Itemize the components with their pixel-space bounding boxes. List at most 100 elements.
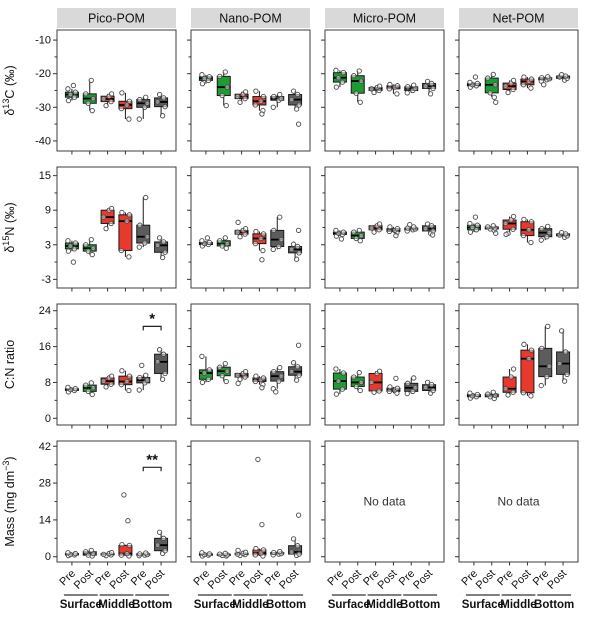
data-point xyxy=(358,379,364,386)
data-point xyxy=(162,103,168,110)
box-middle-pre xyxy=(502,77,517,96)
panel-frame xyxy=(324,303,445,426)
panel-frame xyxy=(458,29,579,152)
data-point xyxy=(521,341,527,347)
box-middle-post xyxy=(118,90,133,122)
data-point xyxy=(288,246,295,253)
panel-net-pom-row4: No dataPrePostPrePostPrePostSurfaceMiddl… xyxy=(455,440,579,611)
data-point xyxy=(204,235,211,241)
data-point xyxy=(544,373,550,380)
data-point xyxy=(338,236,345,242)
data-point xyxy=(339,386,346,392)
data-point xyxy=(252,552,259,558)
data-point xyxy=(237,234,243,240)
y-tick-label: 15 xyxy=(39,170,51,182)
data-point xyxy=(371,89,377,96)
significance-bracket xyxy=(142,325,162,331)
data-point xyxy=(528,239,534,246)
data-point xyxy=(160,351,167,357)
data-point xyxy=(124,550,130,557)
data-point xyxy=(260,231,267,237)
data-point xyxy=(199,238,205,244)
data-point xyxy=(156,529,163,535)
data-point xyxy=(528,219,535,225)
data-point xyxy=(358,78,364,84)
data-point xyxy=(219,92,225,99)
data-point xyxy=(103,226,109,232)
data-point xyxy=(85,388,91,395)
panel-frame xyxy=(458,440,579,563)
y-tick-label: 14 xyxy=(39,514,51,526)
data-point xyxy=(376,227,382,233)
x-group-label: Bottom xyxy=(400,599,440,611)
box-surface-post xyxy=(82,236,97,258)
data-point xyxy=(144,377,150,383)
data-point xyxy=(242,95,248,102)
data-point xyxy=(217,551,223,557)
data-point xyxy=(558,230,565,236)
panel-pico-pom-row1: -10 -20 -30 -40 xyxy=(35,29,177,155)
data-point xyxy=(376,221,383,227)
data-point xyxy=(368,225,375,231)
x-tick-label: Post xyxy=(411,568,435,592)
data-point xyxy=(503,231,509,238)
data-point xyxy=(353,235,359,242)
data-point xyxy=(561,378,568,384)
data-point xyxy=(290,88,297,94)
data-point xyxy=(137,551,143,557)
data-point xyxy=(65,248,72,254)
data-point xyxy=(485,391,491,397)
data-point xyxy=(520,232,527,239)
data-point xyxy=(137,374,143,381)
data-point xyxy=(405,84,411,90)
panel-micro-pom-row4: No dataPrePostPrePostPrePostSurfaceMiddl… xyxy=(321,440,445,611)
significance-stars: ** xyxy=(146,451,158,468)
data-point xyxy=(510,389,516,395)
data-point xyxy=(108,373,115,379)
data-point xyxy=(492,82,498,88)
column-header-micro-pom: Micro-POM xyxy=(325,8,444,28)
y-axis-label-row2: δ15N (‰) xyxy=(1,202,17,252)
data-point xyxy=(71,94,78,100)
data-point xyxy=(234,93,241,100)
box-middle-pre xyxy=(368,368,383,395)
box-middle-pre xyxy=(234,369,249,386)
data-point xyxy=(119,209,125,216)
data-point xyxy=(564,371,570,378)
data-point xyxy=(510,213,517,220)
data-point xyxy=(411,82,417,88)
data-point xyxy=(428,382,435,388)
y-axis-label-row3: C:N ratio xyxy=(3,340,17,389)
panel-net-pom-row1 xyxy=(455,29,579,155)
column-header-label: Nano-POM xyxy=(219,12,282,26)
data-point xyxy=(100,214,107,220)
data-point xyxy=(65,384,71,391)
data-point xyxy=(528,393,534,399)
data-point xyxy=(294,364,301,370)
data-point xyxy=(108,98,114,105)
data-point xyxy=(242,369,249,375)
box-surface-post xyxy=(82,547,97,559)
box-bottom-pre xyxy=(136,194,151,250)
data-point xyxy=(222,360,228,367)
data-point xyxy=(290,360,297,366)
data-point xyxy=(85,100,91,106)
column-header-bg xyxy=(459,8,578,28)
data-point xyxy=(424,379,431,386)
data-point xyxy=(293,377,300,383)
data-point xyxy=(429,232,436,238)
data-point xyxy=(339,79,346,85)
data-point xyxy=(539,345,545,352)
data-point xyxy=(72,386,79,392)
data-point xyxy=(290,241,297,247)
box-middle-pre xyxy=(502,213,517,238)
data-point xyxy=(271,93,277,100)
x-group-label: Bottom xyxy=(534,599,574,611)
box-middle-post xyxy=(520,74,535,91)
data-point xyxy=(260,375,267,381)
data-point xyxy=(558,72,565,78)
data-point xyxy=(83,382,89,388)
data-point xyxy=(143,372,149,378)
data-point xyxy=(222,235,228,241)
